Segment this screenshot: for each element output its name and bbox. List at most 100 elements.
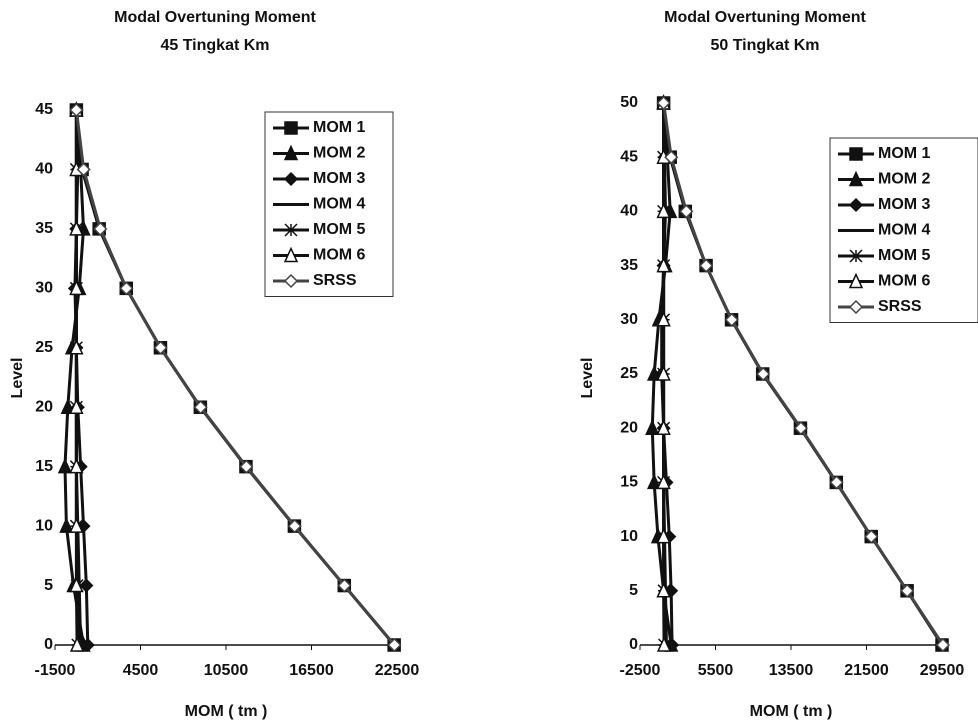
chart-panel: Modal Overtuning Moment 45 Tingkat Km MOM … [9,9,419,720]
marker-square [849,147,863,161]
x-axis-label: MOM ( tm ) [750,703,833,720]
y-tick-label: 25 [620,365,638,382]
x-tick-label: 29500 [920,662,965,679]
legend-label: MOM 4 [313,196,366,213]
y-tick-label: 35 [620,257,638,274]
y-tick-label: 10 [620,528,638,545]
marker-diamond [337,578,352,593]
chart-subtitle: 50 Tingkat Km [710,37,819,54]
legend-label: MOM 3 [313,170,366,187]
marker-diamond [900,583,915,598]
legend-label: MOM 4 [878,222,931,239]
marker-diamond [848,197,864,213]
marker-triangle [69,457,84,474]
marker-star [284,223,298,237]
marker-triangle [69,517,84,533]
marker-diamond [69,102,84,118]
series-line [74,110,79,646]
marker-triangle [69,398,84,414]
marker-diamond [793,421,808,436]
legend-label: SRSS [313,272,357,289]
marker-diamond [664,150,679,165]
marker-triangle [57,457,73,474]
x-tick-label: 10500 [204,662,249,679]
y-tick-label: 5 [44,577,53,594]
x-tick-label: 4500 [123,662,159,679]
series-line [63,109,86,646]
y-tick-label: 10 [35,517,53,534]
x-tick-label: 16500 [289,662,334,679]
y-axis-label: Level [9,358,26,399]
x-axis-label: MOM ( tm ) [185,703,268,720]
marker-square [284,121,298,135]
x-tick-label: 21500 [844,662,889,679]
marker-diamond [239,459,254,474]
chart-title: Modal Overtuning Moment [114,9,316,26]
y-tick-label: 25 [35,339,53,356]
y-tick-label: 45 [35,101,53,118]
marker-diamond [935,637,951,653]
marker-diamond [699,258,714,273]
marker-triangle [656,473,671,490]
legend-label: MOM 3 [878,196,931,213]
y-tick-label: 35 [35,220,53,237]
y-tick-label: 15 [620,474,638,491]
marker-triangle [656,636,672,652]
marker-diamond [656,95,671,111]
marker-triangle [646,473,662,490]
y-tick-label: 5 [629,582,638,599]
marker-diamond [193,400,208,415]
legend-label: SRSS [878,298,922,315]
marker-triangle [656,419,671,435]
marker-triangle [59,517,74,533]
marker-triangle [283,144,299,161]
marker-triangle [645,419,660,435]
y-tick-label: 20 [35,398,53,415]
y-tick-label: 45 [620,148,638,165]
x-tick-label: -2500 [620,662,661,679]
marker-triangle [69,338,84,355]
legend-label: MOM 6 [878,273,931,290]
legend-label: MOM 1 [878,145,931,162]
x-tick-label: 22500 [375,662,420,679]
y-tick-label: 15 [35,458,53,475]
marker-triangle [69,220,84,236]
legend-label: MOM 5 [313,221,366,238]
legend-label: MOM 5 [878,247,931,264]
marker-diamond [79,578,94,593]
marker-triangle [656,256,671,273]
y-tick-label: 20 [620,419,638,436]
y-tick-label: 0 [629,636,638,653]
marker-diamond [283,273,299,289]
chart-title: Modal Overtuning Moment [664,9,866,26]
marker-diamond [848,299,864,315]
legend-label: MOM 2 [313,145,366,162]
y-tick-label: 30 [620,311,638,328]
marker-diamond [76,162,91,177]
y-axis-label: Level [579,358,596,399]
marker-triangle [656,311,671,327]
marker-triangle [69,636,85,652]
marker-diamond [679,204,694,219]
marker-diamond [80,637,95,653]
marker-triangle [656,365,671,381]
marker-diamond [756,366,771,382]
y-tick-label: 30 [35,280,53,297]
y-tick-label: 40 [35,161,53,178]
legend: MOM 1 MOM 2 MOM 3 MOM 4 MOM 5 MOM 6 SRSS [264,111,394,297]
legend-label: MOM 2 [878,171,931,188]
marker-diamond [287,519,302,534]
legend: MOM 1 MOM 2 MOM 3 MOM 4 MOM 5 MOM 6 SRSS [829,137,978,323]
series-line [74,109,396,646]
marker-diamond [283,171,299,187]
marker-triangle [848,272,864,289]
marker-triangle [656,202,671,219]
y-tick-label: 40 [620,203,638,220]
marker-diamond [387,637,402,653]
marker-triangle [69,576,84,593]
marker-triangle [848,170,864,187]
legend-label: MOM 1 [313,119,366,136]
marker-star [849,249,863,263]
marker-triangle [656,527,671,544]
marker-diamond [93,221,108,236]
